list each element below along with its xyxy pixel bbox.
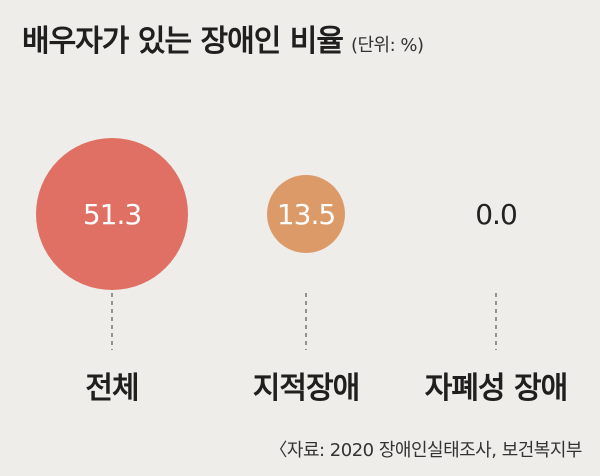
category-label: 지적장애 xyxy=(253,371,359,406)
value-label: 13.5 xyxy=(277,198,335,231)
value-label: 51.3 xyxy=(83,198,141,231)
title-row: 배우자가 있는 장애인 비율 (단위: %) xyxy=(22,16,424,60)
category-label: 자폐성 장애 xyxy=(425,371,567,406)
chart-title: 배우자가 있는 장애인 비율 xyxy=(22,24,344,59)
bubble-mark xyxy=(267,175,345,253)
value-label: 0.0 xyxy=(475,198,517,231)
unit-label: (단위: %) xyxy=(350,35,424,56)
category-label: 전체 xyxy=(85,371,138,406)
bubble-mark xyxy=(36,138,188,290)
source-note: 〈자료: 2020 장애인실태조사, 보건복지부 xyxy=(269,440,582,461)
